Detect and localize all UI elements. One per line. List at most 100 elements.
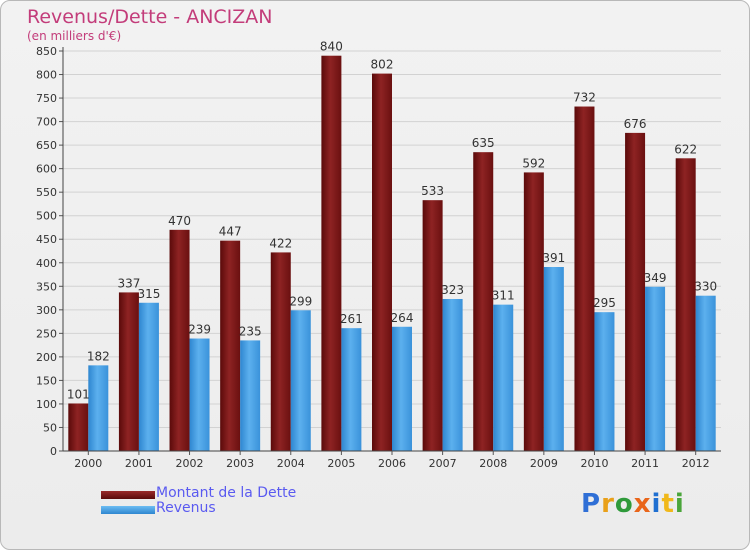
logo-letter: i bbox=[651, 489, 662, 519]
bar-debt bbox=[220, 240, 241, 451]
data-label-debt: 802 bbox=[371, 58, 394, 72]
y-tick-label: 800 bbox=[36, 69, 57, 82]
data-label-revenue: 323 bbox=[441, 283, 464, 297]
legend-swatch-revenus bbox=[101, 506, 155, 514]
bar-revenue bbox=[695, 295, 716, 451]
bar-debt bbox=[422, 200, 443, 451]
data-label-revenue: 315 bbox=[137, 287, 160, 301]
y-tick-label: 550 bbox=[36, 186, 57, 199]
x-tick-label: 2006 bbox=[378, 457, 406, 470]
bar-debt bbox=[270, 252, 291, 451]
y-tick-label: 850 bbox=[36, 45, 57, 58]
y-tick-label: 500 bbox=[36, 210, 57, 223]
x-tick-label: 2002 bbox=[176, 457, 204, 470]
x-tick-label: 2008 bbox=[479, 457, 507, 470]
legend-label-revenus: Revenus bbox=[156, 500, 216, 516]
data-label-debt: 447 bbox=[219, 225, 242, 239]
data-label-debt: 101 bbox=[67, 387, 90, 401]
bar-debt bbox=[321, 55, 342, 452]
data-label-debt: 840 bbox=[320, 40, 343, 54]
y-tick-label: 400 bbox=[36, 257, 57, 270]
y-tick-label: 100 bbox=[36, 398, 57, 411]
x-tick-label: 2009 bbox=[530, 457, 558, 470]
bar-debt bbox=[372, 73, 392, 452]
y-tick-label: 650 bbox=[36, 139, 57, 152]
y-tick-label: 150 bbox=[36, 374, 57, 387]
bar-revenue bbox=[290, 310, 311, 451]
data-label-revenue: 311 bbox=[492, 289, 515, 303]
logo-letter: x bbox=[633, 489, 652, 519]
bar-revenue bbox=[392, 326, 412, 451]
data-label-revenue: 299 bbox=[289, 294, 312, 308]
y-tick-label: 300 bbox=[36, 304, 57, 317]
logo-letter: r bbox=[601, 489, 615, 519]
legend-swatch-dette bbox=[101, 491, 155, 499]
x-tick-label: 2012 bbox=[682, 457, 710, 470]
logo-letter: i bbox=[674, 489, 685, 519]
data-label-revenue: 391 bbox=[542, 251, 565, 265]
y-tick-label: 200 bbox=[36, 351, 57, 364]
data-label-debt: 337 bbox=[117, 276, 140, 290]
x-tick-label: 2007 bbox=[429, 457, 457, 470]
logo-letter: P bbox=[581, 489, 602, 519]
x-tick-label: 2003 bbox=[226, 457, 254, 470]
data-label-debt: 470 bbox=[168, 214, 191, 228]
bar-debt bbox=[68, 403, 89, 451]
bar-revenue bbox=[594, 312, 615, 451]
logo-letter: o bbox=[614, 489, 634, 519]
x-tick-label: 2000 bbox=[74, 457, 102, 470]
data-label-revenue: 295 bbox=[593, 296, 616, 310]
bar-debt bbox=[473, 152, 494, 452]
y-tick-label: 750 bbox=[36, 92, 57, 105]
y-tick-label: 0 bbox=[50, 445, 57, 458]
y-tick-label: 700 bbox=[36, 116, 57, 129]
axes: 0 50 100 150 200 250 300 350 400 450 500 550 600 650 7… bbox=[36, 45, 721, 470]
bars bbox=[68, 55, 716, 452]
data-label-revenue: 239 bbox=[188, 323, 211, 337]
data-label-revenue: 182 bbox=[87, 349, 110, 363]
y-tick-label: 600 bbox=[36, 163, 57, 176]
data-label-revenue: 330 bbox=[694, 280, 717, 294]
bar-revenue bbox=[138, 302, 159, 451]
x-tick-label: 2011 bbox=[631, 457, 659, 470]
data-label-debt: 533 bbox=[421, 184, 444, 198]
bar-revenue bbox=[341, 328, 362, 451]
y-tick-label: 250 bbox=[36, 327, 57, 340]
data-label-debt: 622 bbox=[674, 142, 697, 156]
bar-debt bbox=[675, 158, 696, 451]
data-label-debt: 635 bbox=[472, 136, 495, 150]
bar-debt bbox=[169, 229, 190, 451]
chart-subtitle: (en milliers d'€) bbox=[27, 29, 122, 43]
bar-revenue bbox=[645, 286, 666, 451]
chart-title: Revenus/Dette - ANCIZAN bbox=[27, 6, 273, 28]
data-label-debt: 676 bbox=[624, 117, 647, 131]
bar-revenue bbox=[543, 267, 564, 451]
bar-debt bbox=[523, 172, 544, 452]
x-tick-label: 2005 bbox=[327, 457, 355, 470]
data-label-revenue: 235 bbox=[239, 324, 262, 338]
data-label-debt: 592 bbox=[522, 156, 545, 170]
data-label-debt: 422 bbox=[269, 236, 292, 250]
data-label-debt: 732 bbox=[573, 91, 596, 105]
logo-letter: t bbox=[661, 489, 675, 519]
proxiti-logo: Proxiti bbox=[581, 489, 685, 519]
bar-debt bbox=[574, 106, 595, 451]
y-tick-label: 350 bbox=[36, 280, 57, 293]
data-label-revenue: 261 bbox=[340, 312, 363, 326]
x-tick-label: 2010 bbox=[580, 457, 608, 470]
x-tick-label: 2004 bbox=[277, 457, 305, 470]
bar-debt bbox=[625, 132, 646, 451]
bar-revenue bbox=[240, 340, 261, 451]
bar-debt bbox=[118, 292, 139, 451]
legend-label-dette: Montant de la Dette bbox=[156, 485, 297, 501]
data-label-revenue: 349 bbox=[644, 271, 667, 285]
bar-revenue bbox=[493, 304, 514, 451]
bar-revenue bbox=[88, 365, 109, 451]
bar-revenue bbox=[189, 338, 210, 451]
data-label-revenue: 264 bbox=[391, 311, 414, 325]
x-tick-label: 2001 bbox=[125, 457, 153, 470]
y-tick-label: 450 bbox=[36, 233, 57, 246]
